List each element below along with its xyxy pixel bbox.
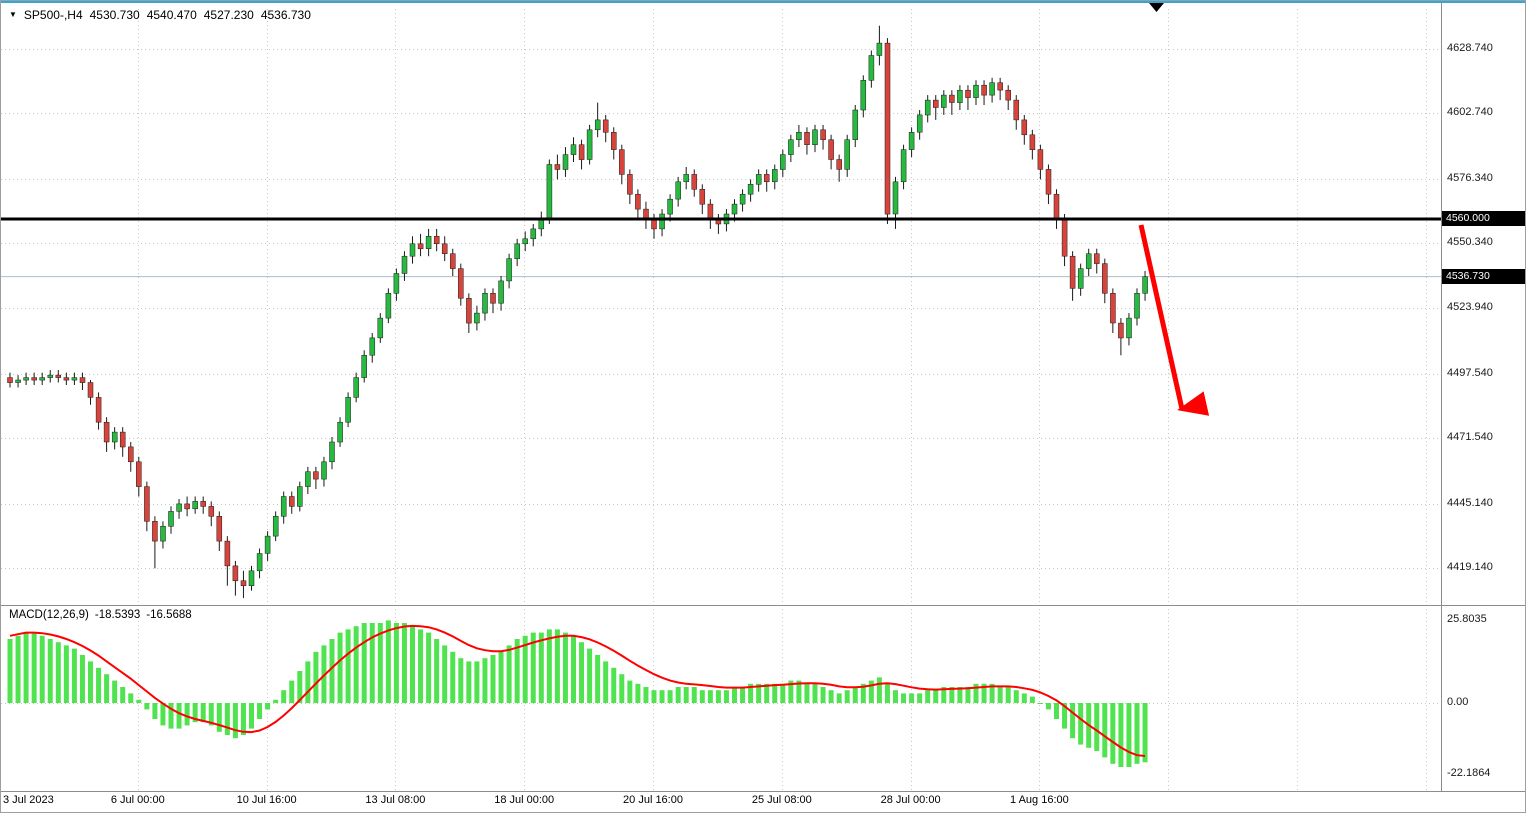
macd-name: MACD(12,26,9) (9, 609, 89, 621)
macd-histogram (7, 620, 1148, 767)
ohlc-low-value: 4527.230 (203, 8, 254, 22)
ohlc-close-value: 4536.730 (260, 8, 311, 22)
symbol-dropdown-icon[interactable]: ▼ (9, 10, 17, 19)
trend-arrow[interactable] (1138, 224, 1210, 416)
ohlc-open-value: 4530.730 (89, 8, 140, 22)
symbol-period-label: SP500-,H4 (23, 8, 83, 22)
candlestick-series (7, 25, 1148, 599)
chart-shift-marker[interactable] (1149, 3, 1164, 12)
macd-signal-line (9, 624, 1146, 757)
macd-signal-value: -16.5688 (146, 609, 192, 621)
gridlines (1, 9, 1441, 791)
chart-header: ▼ SP500-,H4 4530.730 4540.470 4527.230 4… (9, 8, 311, 22)
macd-main-value: -18.5393 (94, 609, 141, 621)
ohlc-high-value: 4540.470 (146, 8, 197, 22)
macd-indicator-label: MACD(12,26,9) -18.5393 -16.5688 (9, 609, 192, 621)
window-top-accent (1, 1, 1525, 3)
